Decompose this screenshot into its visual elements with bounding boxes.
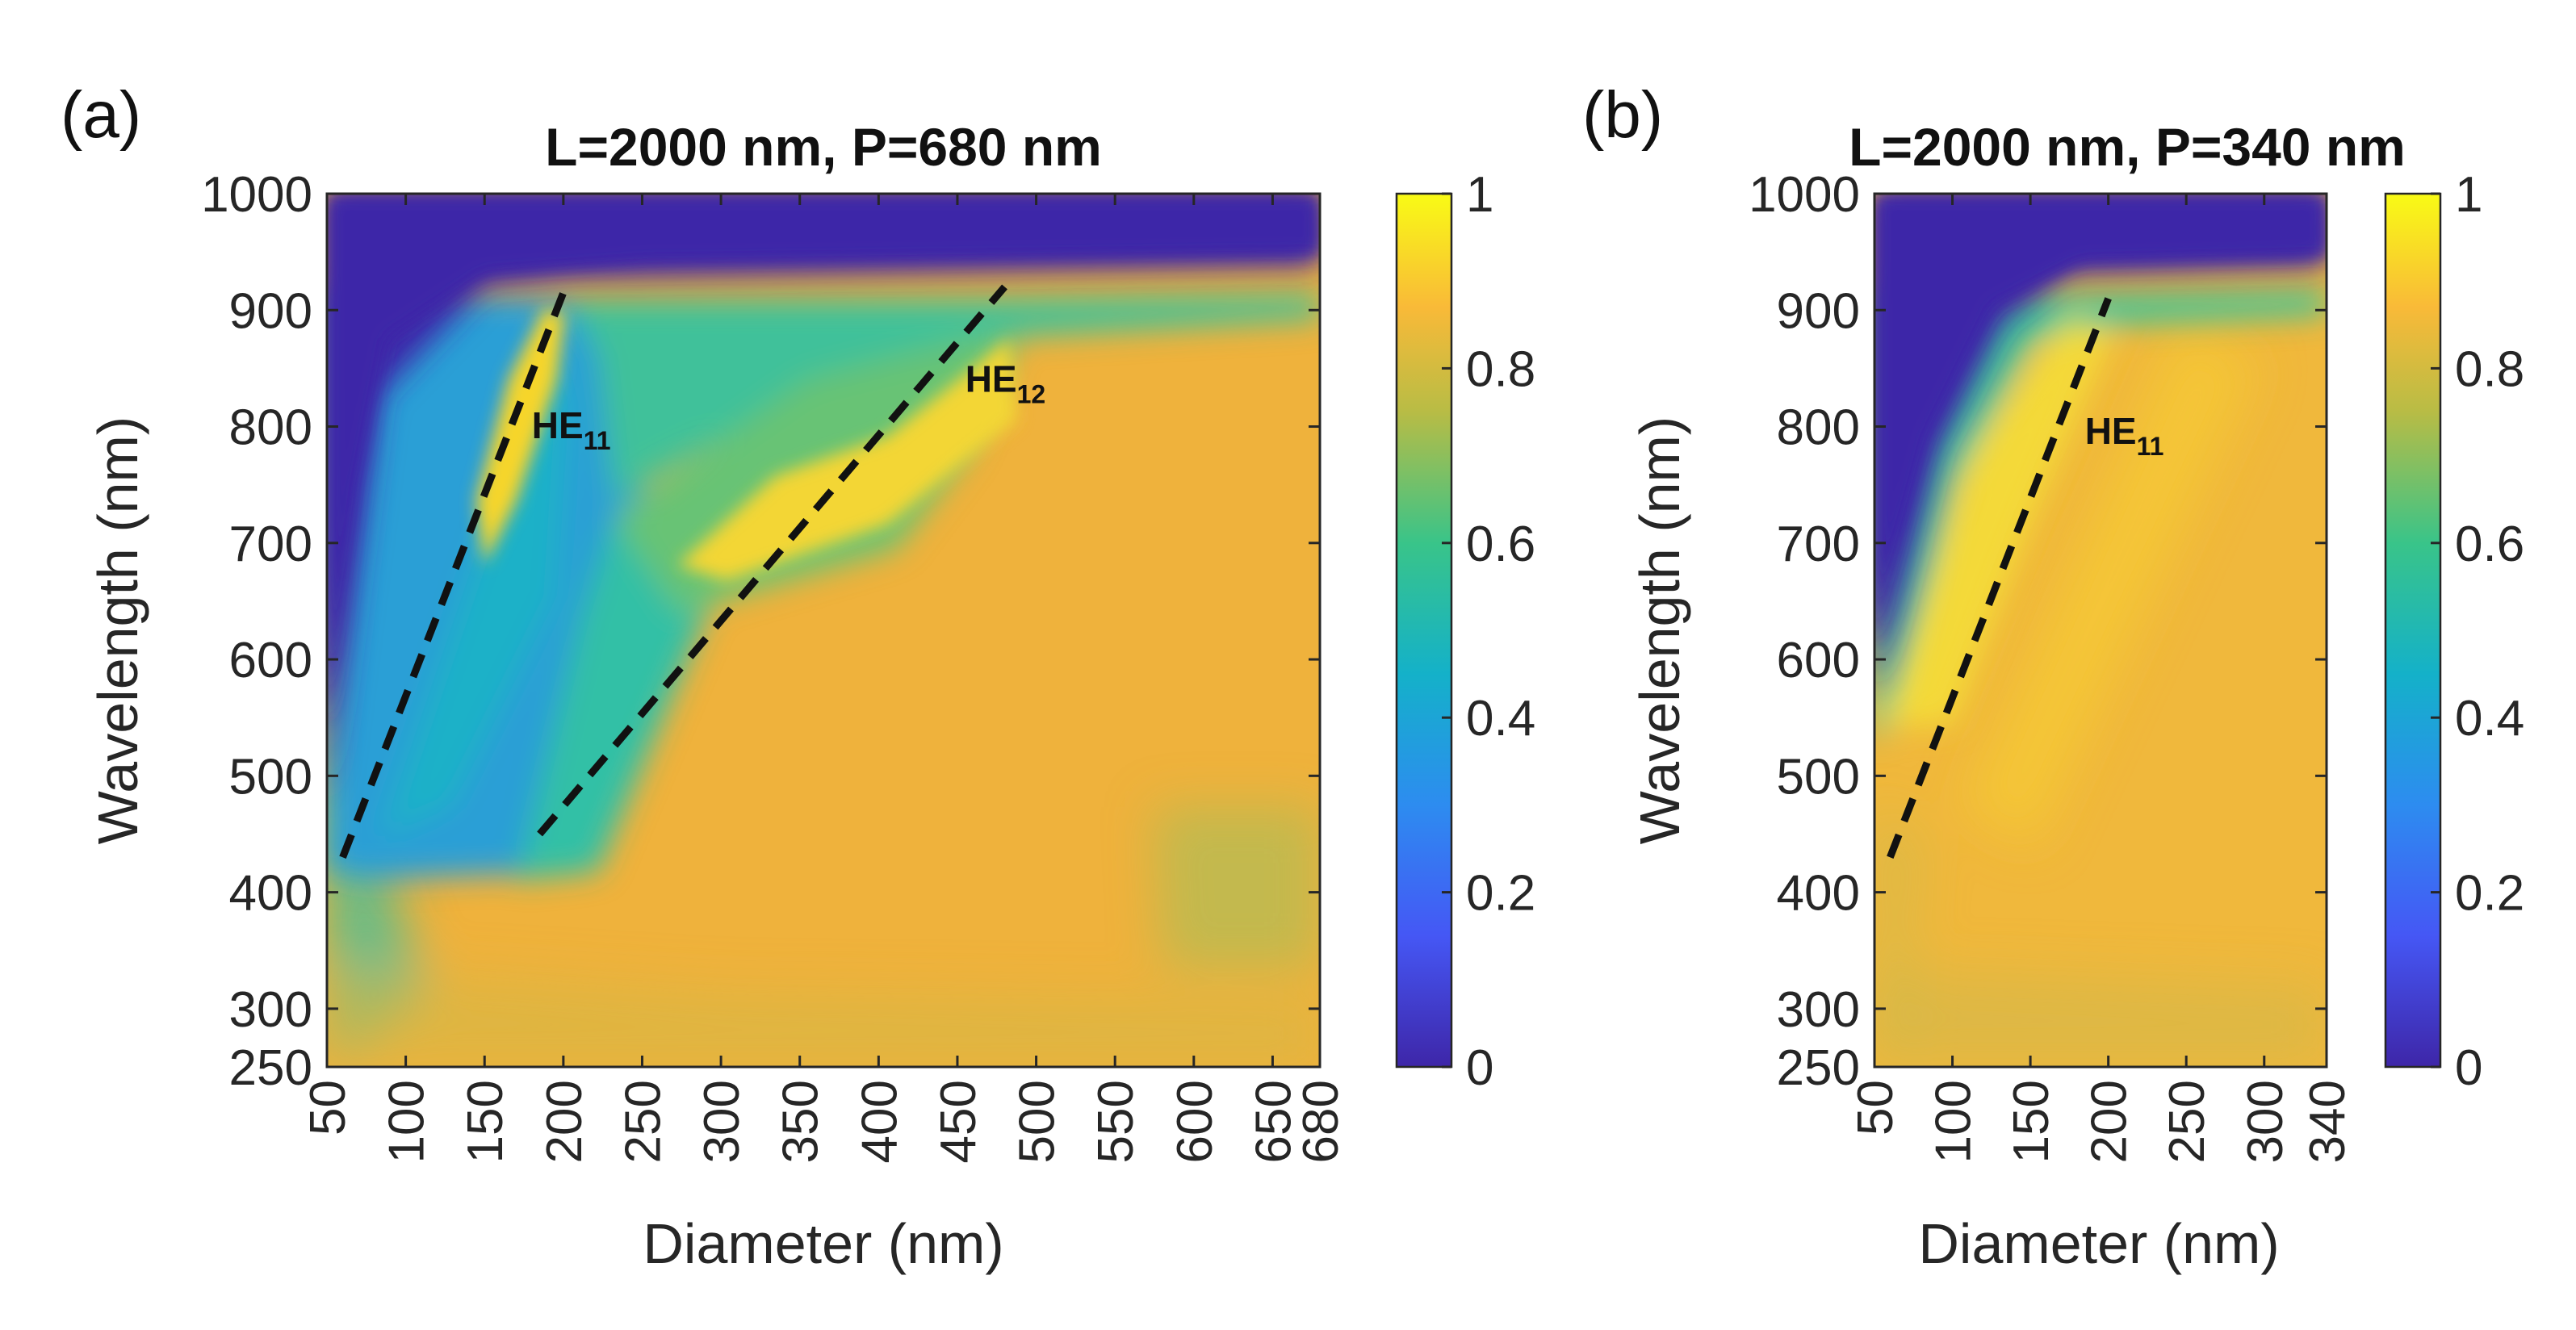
y-tick-label: 1000 (201, 167, 312, 223)
colorbar-tick-label: 0.8 (1466, 341, 1535, 397)
colorbar-tick-label: 0.2 (2455, 866, 2524, 922)
mode-label-name: HE (2085, 410, 2137, 452)
panel-b-colorbar (2384, 192, 2442, 1069)
y-tick-label: 600 (1777, 633, 1860, 688)
x-tick-label: 600 (1167, 1080, 1223, 1163)
panel-b: (b) L=2000 nm, P=340 nm HE11 25030040050… (1582, 78, 2524, 1275)
panel-a-label: (a) (61, 78, 141, 152)
colorbar-tick-label: 0.6 (2455, 517, 2524, 572)
mode-label-name: HE (532, 404, 584, 446)
x-tick-label: 650 (1246, 1080, 1301, 1163)
panel-a-title: L=2000 nm, P=680 nm (545, 117, 1102, 177)
mode-label: HE12 (965, 358, 1046, 408)
y-tick-label: 500 (229, 749, 312, 805)
mode-label: HE11 (2085, 410, 2164, 461)
y-tick-label: 300 (229, 982, 312, 1038)
x-tick-label: 150 (2004, 1080, 2059, 1163)
colorbar-tick-label: 0.4 (1466, 691, 1535, 747)
colorbar-tick-label: 0 (1466, 1040, 1493, 1096)
y-tick-label: 900 (1777, 283, 1860, 339)
mode-dashed-line (339, 291, 568, 859)
y-tick-label: 800 (229, 400, 312, 456)
mode-label-subscript: 12 (1017, 379, 1046, 408)
x-tick-label: 400 (852, 1080, 907, 1163)
mode-dashed-line (1887, 297, 2112, 859)
colorbar-tick-label: 1 (2455, 167, 2482, 223)
panel-a-x-axis-label: Diameter (nm) (643, 1212, 1003, 1275)
y-tick-label: 400 (229, 866, 312, 922)
x-tick-label: 300 (2238, 1080, 2293, 1163)
y-tick-label: 700 (229, 517, 312, 572)
x-tick-label: 250 (2159, 1080, 2215, 1163)
x-tick-label: 200 (537, 1080, 593, 1163)
y-tick-label: 1000 (1749, 167, 1860, 223)
y-tick-label: 800 (1777, 400, 1860, 456)
x-tick-label: 50 (1848, 1080, 1904, 1136)
x-tick-label: 300 (694, 1080, 750, 1163)
x-tick-label: 150 (458, 1080, 513, 1163)
panel-b-y-axis-label: Wavelength (nm) (1628, 416, 1691, 844)
panel-b-x-axis: 50 100 150 200 250 300 340 (1848, 194, 2356, 1163)
x-tick-label: 340 (2300, 1080, 2356, 1163)
y-tick-label: 700 (1777, 517, 1860, 572)
colorbar-tick-label: 1 (1466, 167, 1493, 223)
panel-a-heatmap (327, 194, 1320, 1067)
x-tick-label: 100 (379, 1080, 435, 1163)
y-tick-label: 250 (229, 1040, 312, 1096)
mode-label: HE11 (532, 404, 611, 455)
y-tick-label: 900 (229, 283, 312, 339)
panel-b-axes-box (1873, 192, 2328, 1069)
mode-label-subscript: 11 (584, 426, 611, 455)
colorbar-tick-label: 0.4 (2455, 691, 2524, 747)
panel-b-mode-annotations: HE11 (1887, 297, 2164, 859)
x-tick-label: 450 (931, 1080, 986, 1163)
x-tick-label: 550 (1088, 1080, 1144, 1163)
x-tick-label: 50 (300, 1080, 356, 1136)
colorbar-tick-label: 0 (2455, 1040, 2482, 1096)
x-tick-label: 350 (773, 1080, 829, 1163)
y-tick-label: 500 (1777, 749, 1860, 805)
colorbar-tick-label: 0.8 (2455, 341, 2524, 397)
x-tick-label: 500 (1010, 1080, 1066, 1163)
panel-a-x-axis: 50 100 150 200 250 300 350 400 450 500 550 600 65068… (300, 194, 1349, 1163)
mode-label-subscript: 11 (2137, 432, 2164, 461)
panel-b-heatmap (1874, 194, 2327, 1067)
x-tick-label: 680 (1293, 1080, 1349, 1163)
panel-b-x-axis-label: Diameter (nm) (1918, 1212, 2279, 1275)
y-tick-label: 600 (229, 633, 312, 688)
panel-b-title: L=2000 nm, P=340 nm (1849, 117, 2406, 177)
mode-label-name: HE (965, 358, 1017, 399)
x-tick-label: 250 (615, 1080, 671, 1163)
colorbar-tick-label: 0.6 (1466, 517, 1535, 572)
x-tick-label: 200 (2082, 1080, 2138, 1163)
panel-b-label: (b) (1582, 78, 1663, 152)
panel-b-colorbar-ticks: 0 0.2 0.4 0.6 0.8 1 (2431, 167, 2524, 1096)
panel-a-axes-box (325, 192, 1322, 1069)
mode-dashed-line (537, 284, 1007, 837)
panel-a-y-axis-label: Wavelength (nm) (86, 416, 149, 844)
y-tick-label: 400 (1777, 866, 1860, 922)
colorbar-tick-label: 0.2 (1466, 866, 1535, 922)
x-tick-label: 100 (1926, 1080, 1982, 1163)
y-tick-label: 250 (1777, 1040, 1860, 1096)
panel-a: (a) L=2000 nm, P=680 nm (61, 78, 1535, 1275)
panel-a-colorbar-ticks: 0 0.2 0.4 0.6 0.8 1 (1442, 167, 1535, 1096)
panel-a-colorbar (1395, 192, 1453, 1069)
y-tick-label: 300 (1777, 982, 1860, 1038)
